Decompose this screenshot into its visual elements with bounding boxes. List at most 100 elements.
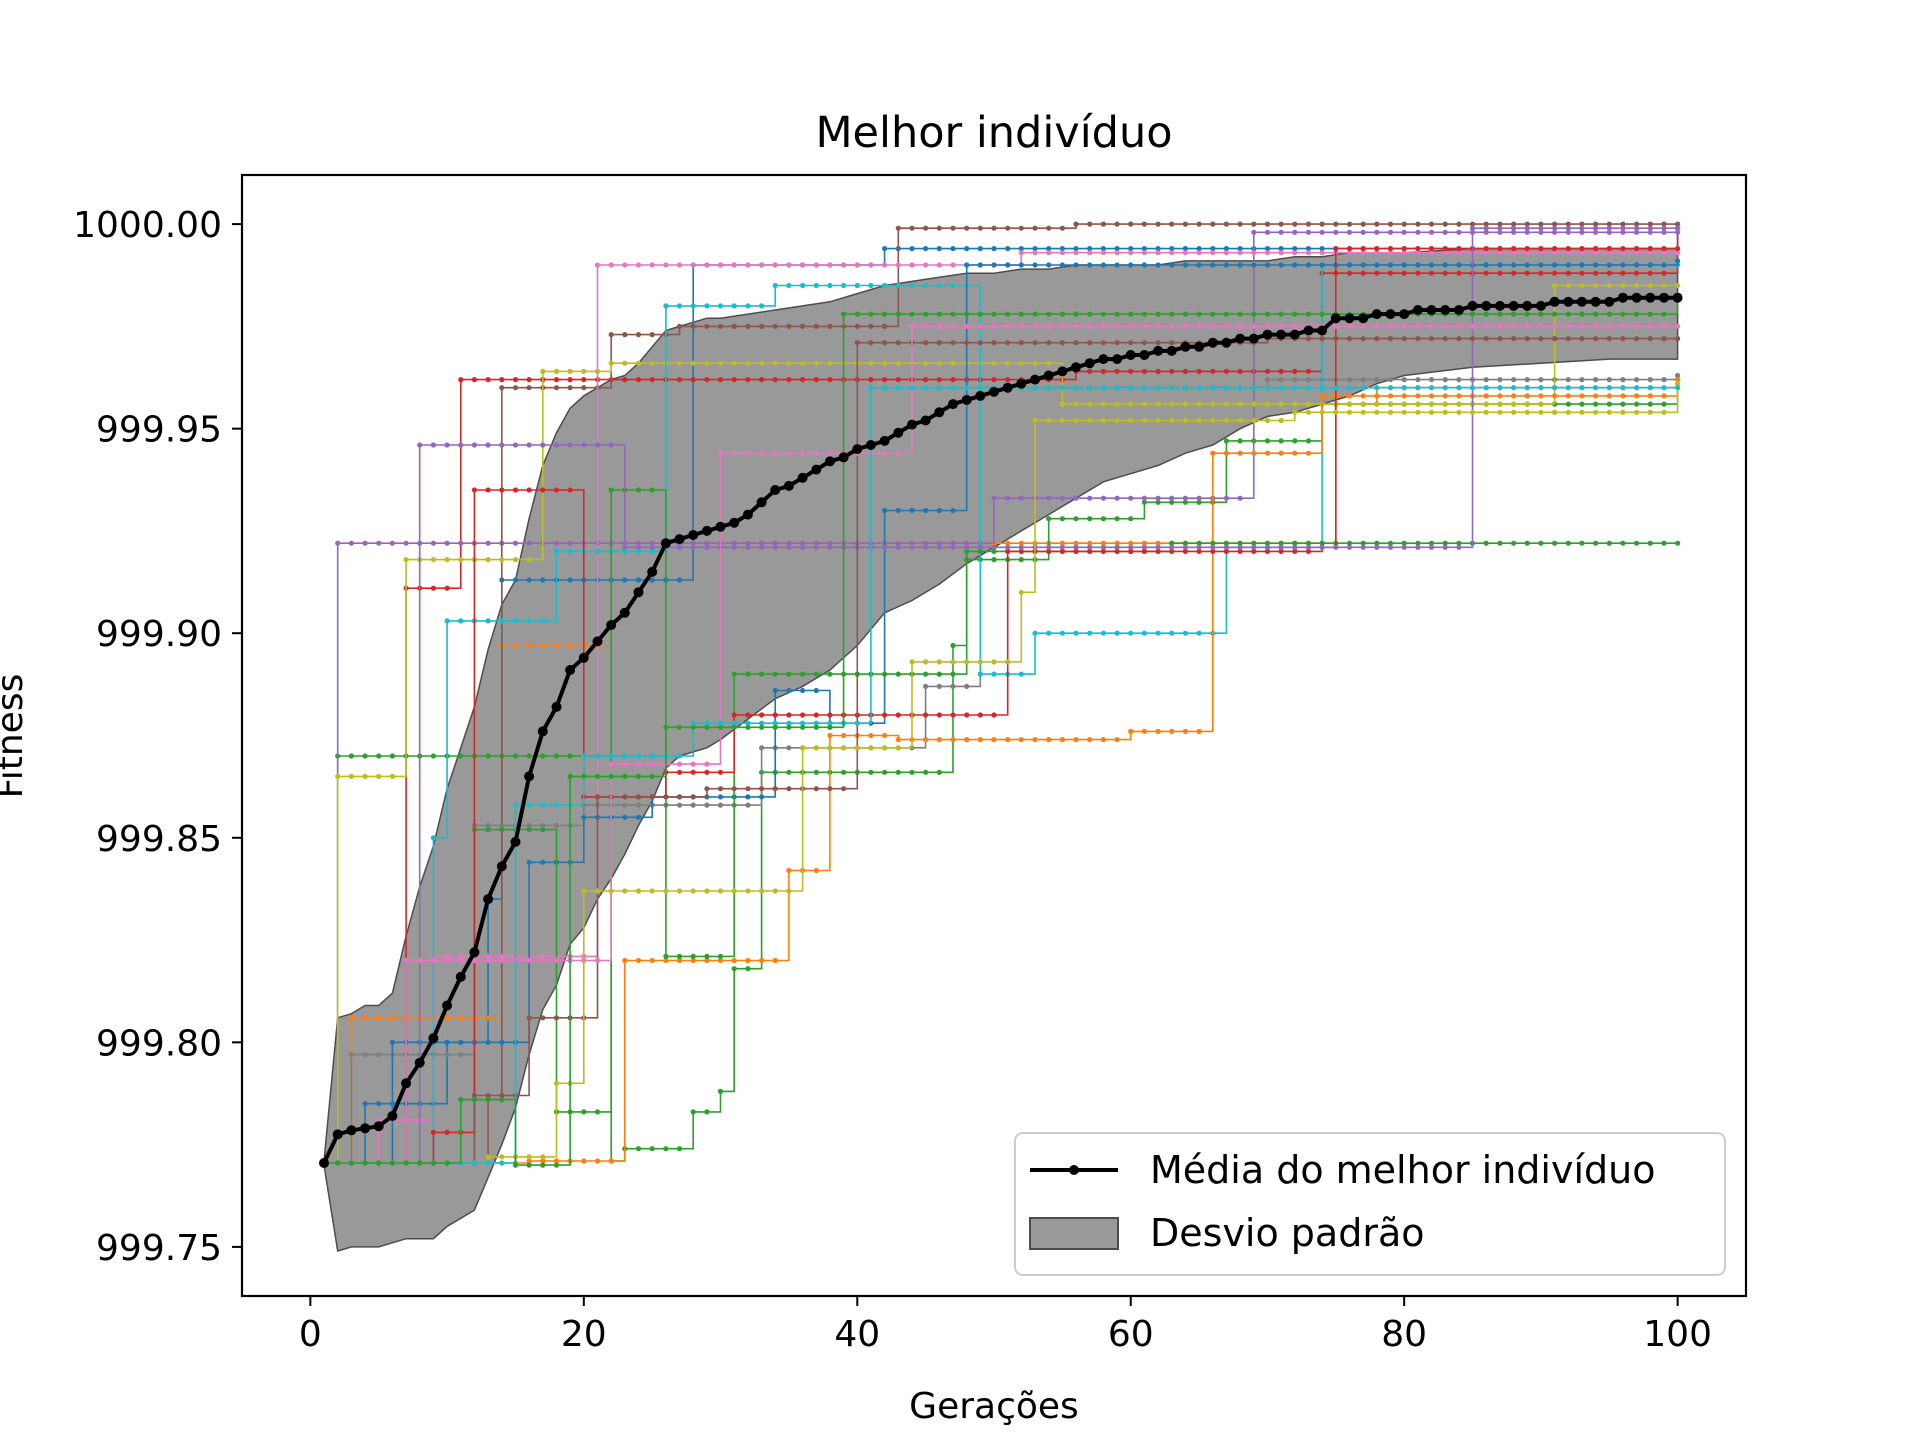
run-point (512, 487, 519, 493)
mean-point (1399, 309, 1410, 320)
run-point (704, 360, 710, 366)
run-point (1483, 385, 1489, 391)
run-point (1552, 282, 1558, 289)
run-point (1456, 221, 1462, 227)
mean-point (1358, 313, 1369, 324)
run-point (717, 802, 724, 808)
run-point (909, 540, 915, 546)
run-point (1278, 221, 1284, 227)
run-point (1141, 221, 1147, 227)
run-point (1237, 540, 1243, 546)
mean-point (1071, 362, 1081, 373)
run-point (923, 671, 929, 677)
run-point (1251, 250, 1257, 256)
run-line (324, 337, 1678, 1164)
run-point (1593, 250, 1599, 256)
run-point (1511, 323, 1517, 329)
run-point (485, 953, 491, 960)
run-point (1087, 544, 1093, 550)
run-point (1647, 401, 1653, 407)
run-point (1196, 323, 1202, 329)
run-point (1210, 246, 1216, 252)
run-point (1565, 225, 1571, 231)
run-point (1374, 401, 1380, 407)
run-point (635, 377, 642, 383)
run-point (1169, 401, 1175, 407)
run-point (635, 360, 642, 366)
run-point (1497, 250, 1503, 256)
run-point (827, 450, 833, 456)
run-point (1251, 540, 1257, 546)
run-point (471, 487, 477, 493)
run-point (1346, 544, 1353, 550)
run-point (895, 507, 901, 514)
run-point (649, 957, 655, 964)
run-point (854, 745, 860, 751)
mean-point (1207, 337, 1218, 348)
run-point (1182, 250, 1188, 256)
run-point (895, 377, 901, 383)
run-point (964, 544, 970, 550)
run-point (1552, 262, 1558, 268)
run-point (1661, 229, 1667, 235)
run-point (1620, 540, 1626, 546)
run-point (553, 1080, 560, 1086)
run-point (676, 888, 683, 894)
run-point (540, 577, 546, 583)
run-point (895, 450, 901, 456)
run-point (868, 311, 874, 317)
run-point (1018, 360, 1024, 366)
run-point (813, 671, 819, 677)
run-point (786, 450, 792, 456)
run-point (936, 737, 942, 743)
run-point (690, 262, 696, 268)
run-point (1497, 311, 1503, 317)
run-point (1387, 409, 1394, 415)
run-point (1292, 221, 1298, 227)
run-point (717, 360, 724, 366)
run-point (1634, 225, 1640, 231)
run-point (622, 957, 628, 964)
run-point (526, 540, 532, 546)
run-point (1032, 225, 1038, 231)
run-point (717, 377, 724, 383)
run-point (923, 737, 929, 743)
mean-point (414, 1057, 425, 1068)
run-series (321, 246, 1681, 1166)
run-point (1360, 385, 1366, 391)
run-point (813, 769, 819, 775)
mean-point (524, 771, 535, 782)
run-point (950, 507, 956, 514)
run-point (1524, 385, 1530, 391)
run-point (1046, 385, 1052, 391)
run-point (1251, 385, 1257, 391)
run-point (649, 360, 655, 366)
run-point (389, 773, 395, 780)
run-point (936, 340, 942, 346)
run-point (622, 544, 628, 550)
run-point (1606, 336, 1612, 342)
run-point (717, 769, 724, 775)
run-point (1456, 270, 1462, 276)
run-point (1346, 323, 1353, 329)
run-point (1360, 544, 1366, 550)
run-point (1579, 336, 1585, 342)
run-point (676, 1146, 683, 1152)
run-point (649, 753, 655, 759)
run-point (1374, 393, 1380, 399)
run-point (1141, 417, 1147, 424)
run-point (1073, 548, 1079, 555)
mean-point (1016, 378, 1027, 389)
run-point (1606, 540, 1612, 546)
run-point (1292, 229, 1298, 235)
run-point (1579, 225, 1585, 231)
run-point (1552, 385, 1558, 391)
run-point (704, 323, 710, 329)
run-point (1634, 401, 1640, 407)
y-axis-title: Fitness (0, 674, 31, 799)
run-point (1292, 368, 1298, 374)
run-point (663, 888, 669, 894)
run-point (1579, 270, 1585, 276)
run-point (444, 618, 450, 624)
run-point (1620, 311, 1626, 317)
